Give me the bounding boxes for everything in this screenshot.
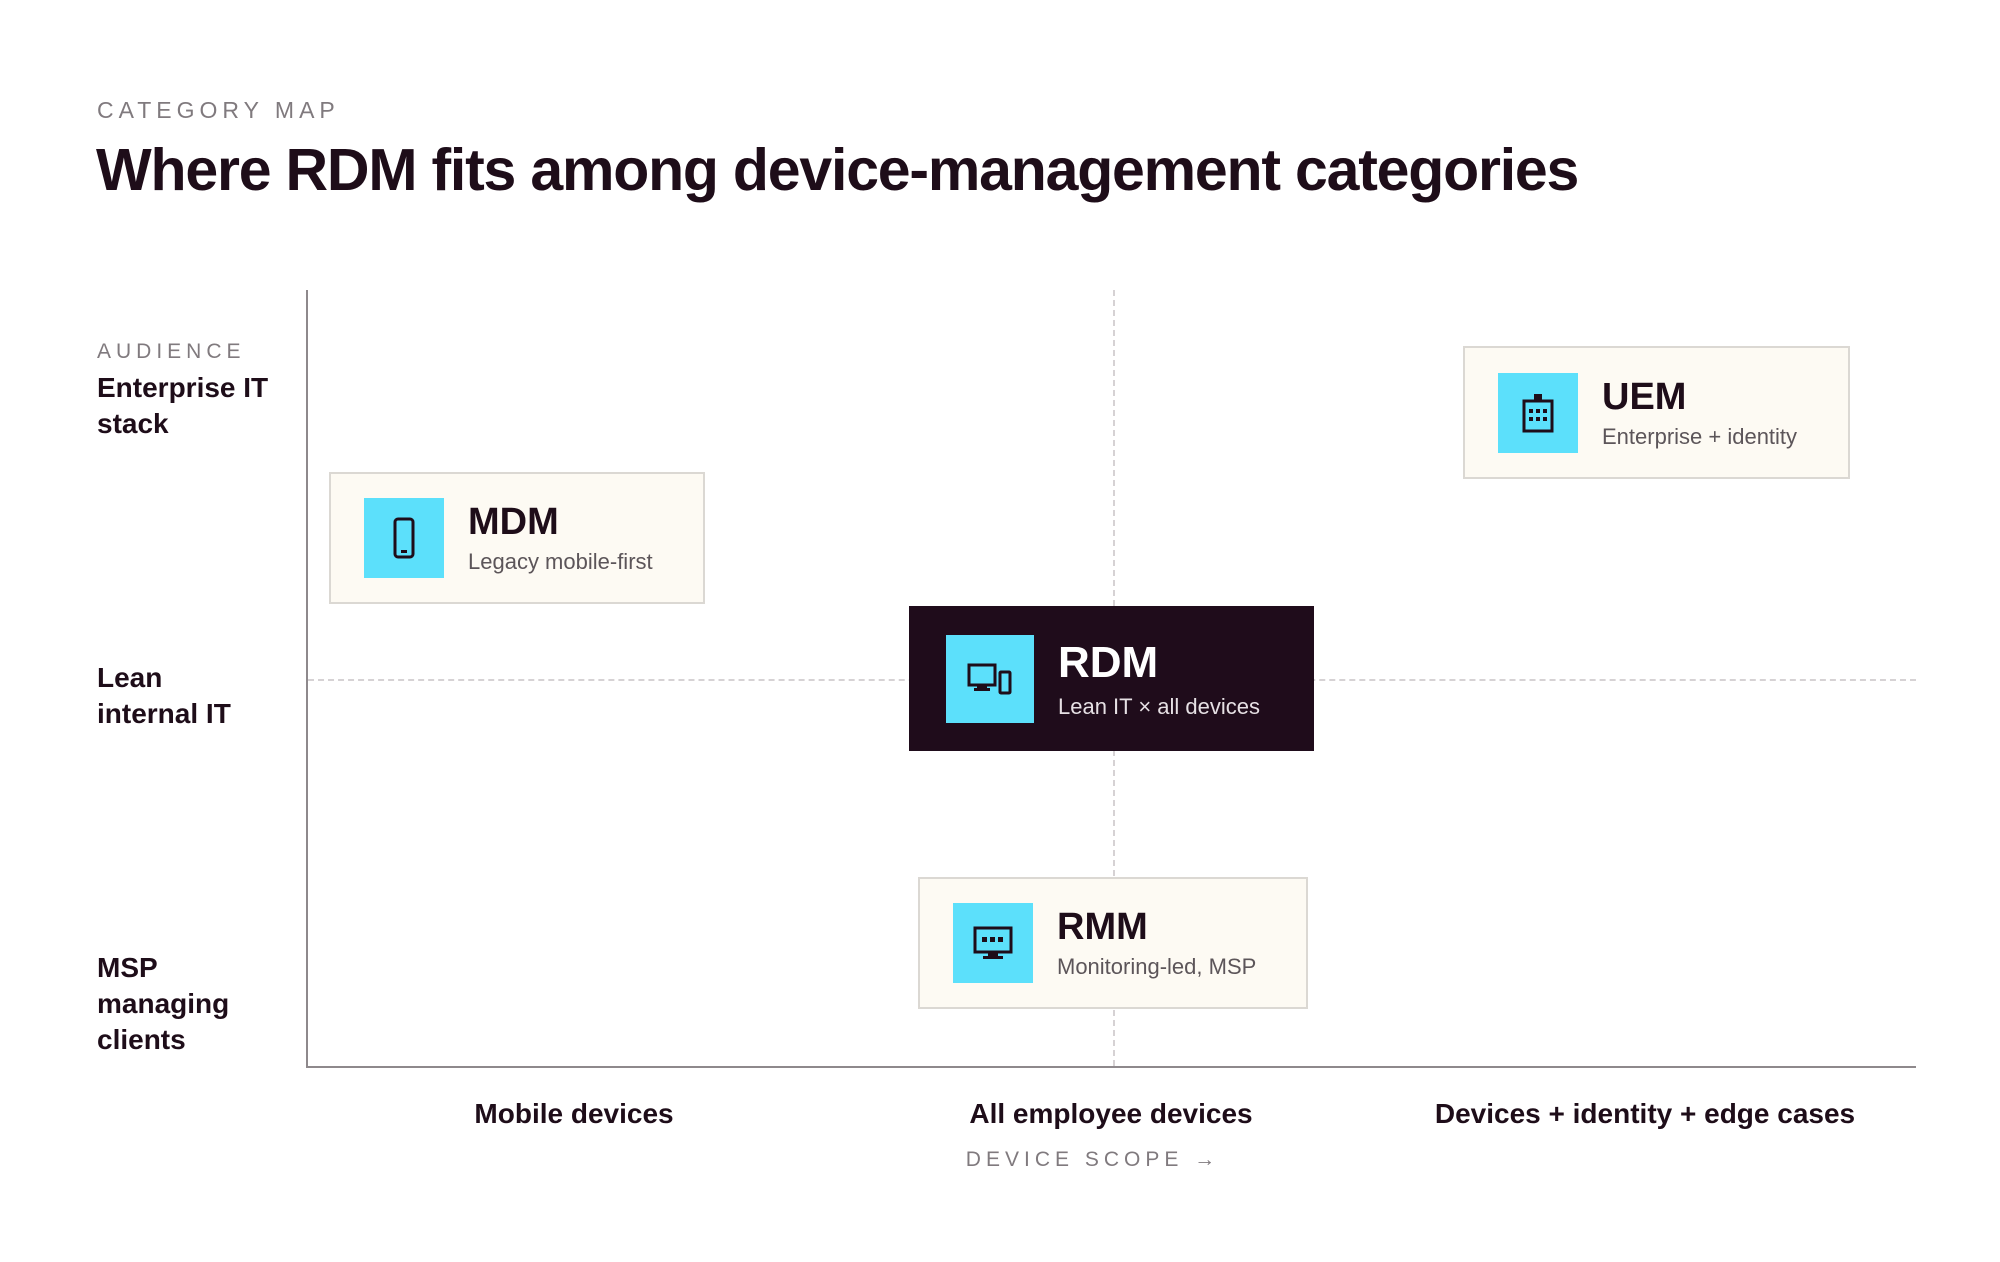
category-description: Monitoring-led, MSP — [1057, 954, 1257, 979]
phone-icon — [364, 498, 444, 578]
devices-icon — [946, 634, 1034, 723]
eyebrow-label: CATEGORY MAP — [97, 97, 340, 123]
y-label-lean-it: Lean internal IT — [97, 662, 231, 729]
building-icon — [1498, 372, 1578, 453]
category-name: UEM — [1602, 375, 1687, 418]
x-axis-title: DEVICE SCOPE → — [965, 1148, 1221, 1171]
category-description: Lean IT × all devices — [1058, 693, 1260, 719]
y-label-msp: MSP managing clients — [97, 952, 230, 1055]
page-title: Where RDM fits among device-management c… — [96, 137, 1579, 203]
category-name: RMM — [1057, 906, 1148, 948]
x-label-identity-edge: Devices + identity + edge cases — [1434, 1098, 1856, 1129]
y-axis-title: AUDIENCE — [97, 340, 246, 363]
category-card-uem: UEM Enterprise + identity — [1463, 346, 1850, 479]
x-label-mobile: Mobile devices — [474, 1098, 674, 1129]
x-label-all-devices: All employee devices — [969, 1098, 1253, 1129]
category-name: MDM — [468, 501, 559, 543]
y-label-enterprise: Enterprise IT stack — [97, 372, 269, 439]
monitor-icon — [953, 903, 1033, 983]
category-card-mdm: MDM Legacy mobile-first — [329, 472, 705, 604]
x-axis-line — [306, 1066, 1916, 1068]
category-name: RDM — [1058, 637, 1159, 687]
category-card-rmm: RMM Monitoring-led, MSP — [918, 877, 1308, 1009]
category-description: Legacy mobile-first — [468, 549, 653, 574]
y-axis-line — [306, 290, 308, 1068]
category-description: Enterprise + identity — [1602, 423, 1798, 449]
category-card-rdm: RDM Lean IT × all devices — [909, 606, 1314, 751]
